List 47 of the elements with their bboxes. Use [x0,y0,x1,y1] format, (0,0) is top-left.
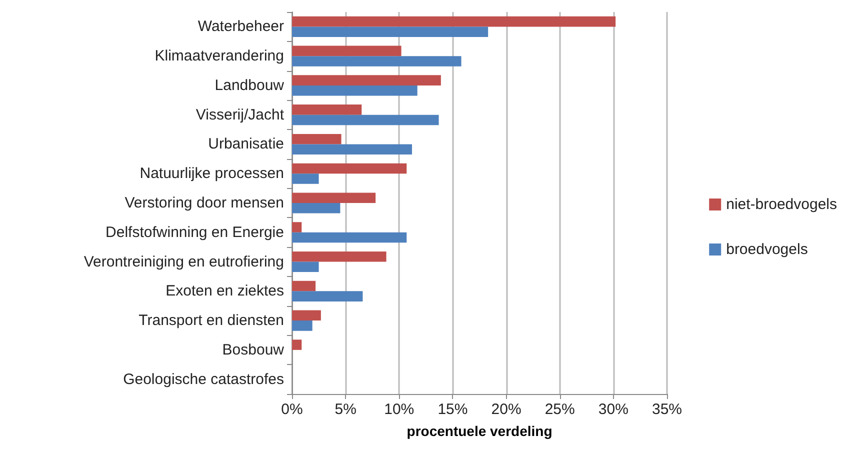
bar [292,251,386,262]
bar [292,134,342,144]
x-tick-label: 15% [438,401,468,418]
y-tick-label: Landbouw [214,76,284,94]
bar [292,104,362,115]
x-tick-label: 0% [281,401,303,418]
bar [292,222,302,232]
bar [292,56,462,66]
bar [292,232,407,243]
bar [292,163,407,174]
y-tick-label: Exoten en ziektes [166,282,284,300]
bar [292,114,439,126]
legend-label: broedvogels [726,241,808,258]
legend-label: niet-broedvogels [726,196,838,213]
bar [292,291,363,302]
bar [292,320,312,331]
x-tick-label: 10% [384,401,414,418]
bar [292,16,616,27]
y-tick-label: Urbanisatie [208,136,284,153]
y-tick-label: Delfstofwinning en Energie [106,224,284,241]
x-tick-label: 25% [544,401,575,418]
bar [292,85,418,96]
bar [292,75,441,86]
y-tick-label: Visserij/Jacht [196,106,285,124]
bar [292,262,319,272]
bar [292,310,321,321]
bar [292,280,316,292]
y-tick-label: Natuurlijke processen [140,165,284,182]
y-tick-label: Waterbeheer [198,18,284,36]
y-tick-label: Transport en diensten [138,312,284,330]
bar [292,203,340,214]
bar [292,144,412,155]
x-tick-label: 35% [652,401,682,418]
x-axis-title: procentuele verdeling [406,423,552,439]
bar [292,46,402,56]
bar [292,192,376,203]
y-tick-label: Klimaatverandering [154,48,284,65]
x-tick-label: 30% [598,401,628,418]
y-tick-label: Verontreiniging en eutrofiering [84,253,284,270]
x-tick-label: 5% [334,401,356,418]
x-tick-label: 20% [491,401,522,418]
y-tick-label: Bosbouw [222,341,284,358]
y-tick-label: Geologische catastrofes [123,370,284,388]
y-tick-label: Verstoring door mensen [124,194,284,212]
bar [292,174,319,184]
bar [292,340,302,350]
bar [292,26,488,37]
